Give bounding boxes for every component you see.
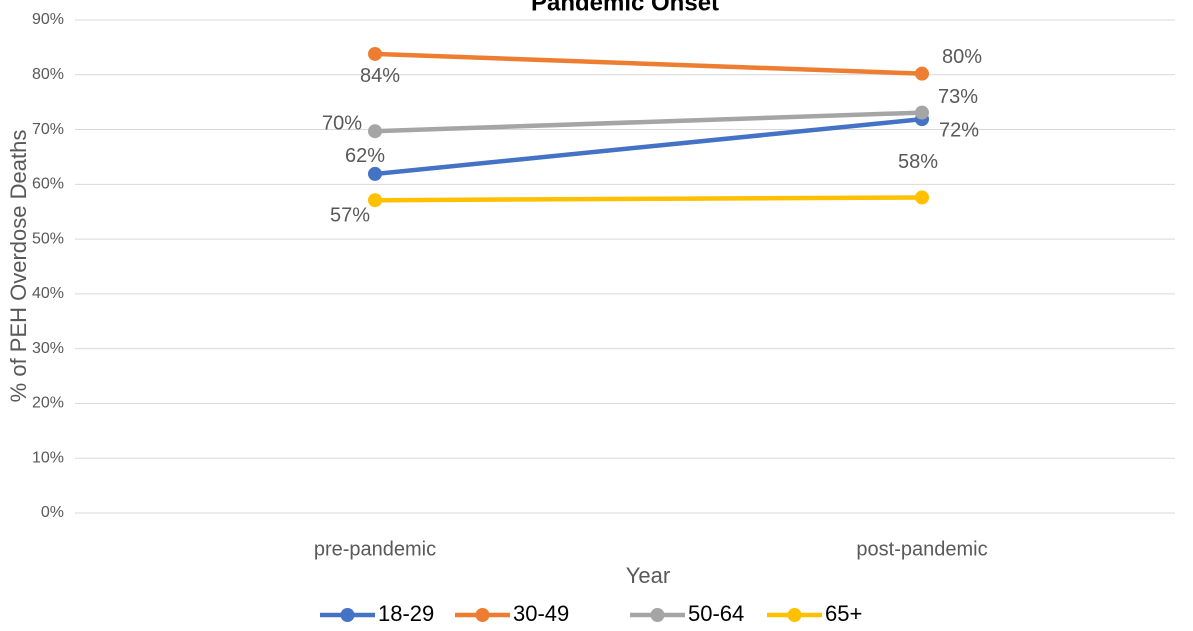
y-tick-label: 0% <box>41 504 64 521</box>
data-point <box>368 166 382 181</box>
legend-label: 18-29 <box>378 601 434 626</box>
data-label: 72% <box>939 119 979 141</box>
legend-marker <box>787 608 802 622</box>
y-tick-label: 20% <box>32 395 64 412</box>
y-tick-label: 40% <box>32 285 64 302</box>
x-tick-label: pre-pandemic <box>314 538 436 560</box>
y-tick-label: 90% <box>32 11 64 28</box>
legend-marker <box>650 608 665 622</box>
y-axis-title: % of PEH Overdose Deaths <box>6 130 31 403</box>
data-point <box>368 193 382 208</box>
series-line <box>372 51 925 76</box>
legend-label: 30-49 <box>513 601 569 626</box>
legend-marker <box>340 608 355 622</box>
y-tick-label: 50% <box>32 230 64 247</box>
data-label: 58% <box>898 151 938 173</box>
y-tick-label: 10% <box>32 449 64 466</box>
x-tick-label: post-pandemic <box>856 538 987 560</box>
data-point <box>368 124 382 139</box>
y-tick-label: 60% <box>32 176 64 193</box>
data-point <box>915 66 929 81</box>
y-tick-label: 30% <box>32 340 64 357</box>
x-axis-title: Year <box>626 563 670 588</box>
data-label: 73% <box>938 86 978 108</box>
legend-label: 50-64 <box>688 601 744 626</box>
data-label: 80% <box>942 46 982 68</box>
legend-marker <box>475 608 490 622</box>
series-line <box>372 195 925 203</box>
chart-title: Pandemic Onset <box>531 0 719 16</box>
data-point <box>915 105 929 120</box>
data-point <box>915 190 929 205</box>
y-tick-label: 70% <box>32 121 64 138</box>
data-label: 84% <box>360 65 400 87</box>
data-label: 57% <box>330 205 370 227</box>
data-label: 62% <box>345 145 385 167</box>
legend-label: 65+ <box>825 601 862 626</box>
data-label: 70% <box>322 112 362 134</box>
data-point <box>368 46 382 61</box>
y-tick-label: 80% <box>32 66 64 83</box>
series-line <box>372 110 925 134</box>
series-line <box>372 116 925 177</box>
